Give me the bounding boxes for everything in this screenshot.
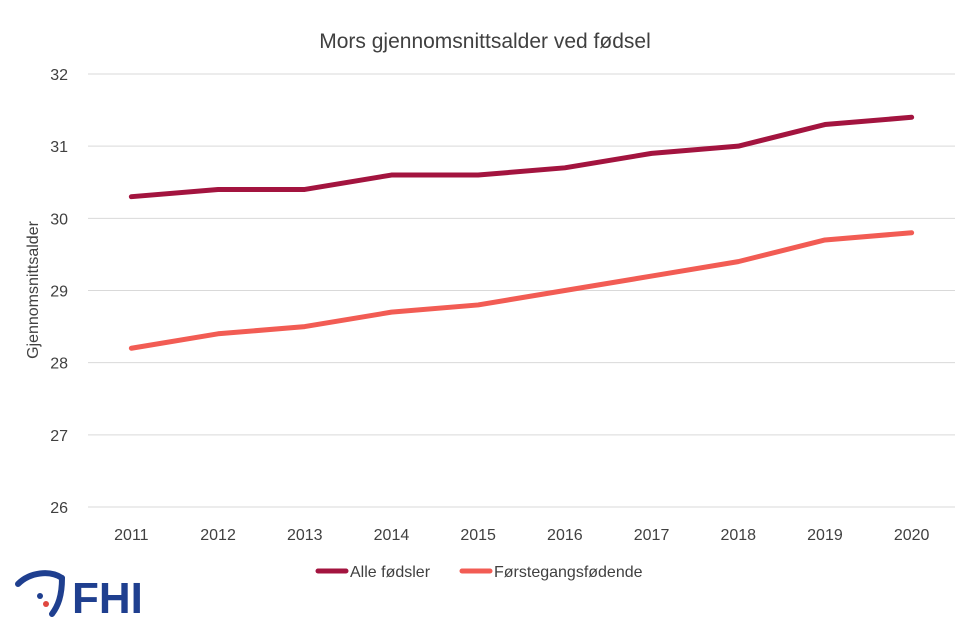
x-tick-label: 2012: [200, 527, 236, 544]
y-tick-label: 29: [50, 284, 68, 301]
series-line-1: [128, 114, 915, 200]
y-axis-label: Gjennomsnittsalder: [25, 220, 42, 359]
x-tick-label: 2018: [720, 527, 756, 544]
y-axis-ticks: 26 27 28 29 30 31 32: [50, 67, 68, 517]
y-tick-label: 27: [50, 428, 68, 445]
x-tick-label: 2015: [460, 527, 496, 544]
x-tick-label: 2011: [114, 527, 149, 544]
legend-item: Alle fødsler: [315, 564, 431, 581]
fhi-logo-icon: [15, 570, 65, 617]
x-tick-label: 2017: [634, 527, 670, 544]
x-tick-label: 2016: [547, 527, 583, 544]
x-axis-ticks: 2011 2012 2013 2014 2015 2016 2017 2018 2019 2020: [114, 527, 929, 544]
fhi-logo: FHI: [15, 570, 143, 623]
legend-label: Alle fødsler: [350, 564, 431, 581]
y-tick-label: 31: [50, 139, 68, 156]
x-tick-label: 2020: [894, 527, 930, 544]
y-tick-label: 26: [50, 500, 68, 517]
y-tick-label: 30: [50, 211, 68, 228]
fhi-logo-text: FHI: [72, 574, 143, 623]
series-line-2: [128, 230, 915, 351]
y-tick-label: 32: [50, 67, 68, 84]
chart-title: Mors gjennomsnittsalder ved fødsel: [319, 30, 650, 53]
legend: Alle fødsler Førstegangsfødende: [315, 564, 643, 581]
series-lines: [128, 114, 915, 351]
y-tick-label: 28: [50, 356, 68, 373]
x-tick-label: 2014: [374, 527, 410, 544]
legend-item: Førstegangsfødende: [459, 564, 643, 581]
x-tick-label: 2013: [287, 527, 323, 544]
gridlines: [88, 73, 955, 508]
x-tick-label: 2019: [807, 527, 843, 544]
legend-label: Førstegangsfødende: [494, 564, 643, 581]
